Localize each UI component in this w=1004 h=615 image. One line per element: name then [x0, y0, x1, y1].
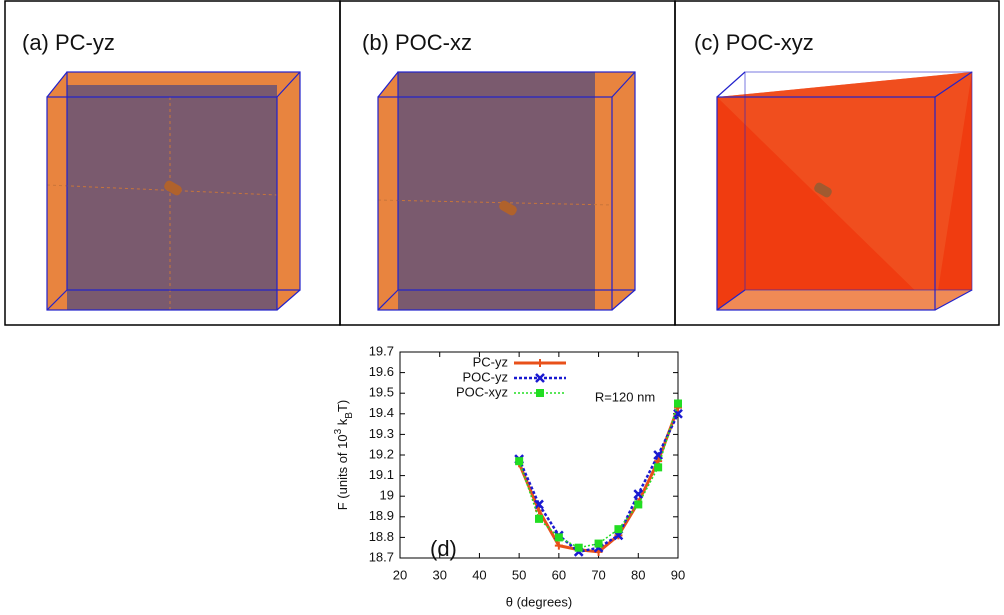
x-tick-label: 80: [631, 567, 645, 582]
y-axis-label-part: B: [344, 412, 355, 419]
y-tick-label: 19.3: [369, 426, 394, 441]
y-tick-label: 19.4: [369, 405, 394, 420]
box-render: [46, 71, 301, 311]
panel-label: (c) POC-xyz: [694, 30, 814, 55]
marker: [535, 514, 543, 523]
y-axis-label: F (units of 103 kBT): [333, 400, 355, 511]
y-axis-label-part: T): [335, 400, 350, 412]
annotation: R=120 nm: [595, 389, 655, 404]
box-render: [716, 71, 973, 311]
panel-label: (a) PC-yz: [22, 30, 115, 55]
marker: [673, 408, 683, 419]
legend-marker: [535, 373, 545, 383]
x-tick-label: 50: [512, 567, 526, 582]
y-tick-label: 19.7: [369, 343, 394, 358]
marker: [554, 533, 563, 542]
marker: [534, 499, 544, 510]
legend-label: POC-xyz: [456, 384, 508, 399]
y-tick-label: 19.1: [369, 467, 394, 482]
y-tick-label: 19.2: [369, 446, 394, 461]
y-tick-label: 19.6: [369, 364, 394, 379]
marker: [515, 457, 524, 466]
y-tick-label: 18.9: [369, 508, 394, 523]
x-tick-label: 90: [671, 567, 685, 582]
y-tick-label: 19.5: [369, 385, 394, 400]
x-tick-label: 30: [432, 567, 446, 582]
marker: [653, 450, 664, 460]
marker: [633, 489, 644, 500]
x-axis-label: θ (degrees): [506, 594, 572, 609]
series-line: [517, 407, 680, 554]
y-tick-label: 18.8: [369, 529, 394, 544]
marker: [554, 541, 563, 550]
marker: [634, 500, 643, 509]
y-tick-label: 18.7: [369, 549, 394, 564]
x-tick-label: 60: [552, 567, 566, 582]
legend-marker: [536, 359, 544, 367]
y-axis-label-part: k: [335, 418, 350, 429]
y-axis-label-part: F (units of 10: [335, 434, 350, 510]
marker: [654, 463, 663, 472]
marker: [614, 525, 623, 534]
y-axis-label-part: 3: [333, 428, 344, 434]
plot-frame: [399, 351, 679, 559]
series-line: [518, 403, 679, 549]
legend-label: PC-yz: [473, 354, 508, 369]
legend-label: POC-yz: [463, 369, 509, 384]
box-render: [377, 71, 636, 311]
y-tick-label: 19: [380, 488, 394, 503]
x-tick-label: 40: [472, 567, 486, 582]
marker: [674, 399, 682, 408]
annotation: (d): [430, 536, 457, 561]
panel-label: (b) POC-xz: [362, 30, 472, 55]
marker: [574, 543, 583, 552]
panel-frame: [674, 0, 1000, 326]
series-line: [517, 413, 680, 554]
x-tick-label: 20: [393, 567, 407, 582]
legend-marker: [536, 389, 544, 397]
marker: [594, 539, 603, 548]
x-tick-label: 70: [591, 567, 605, 582]
